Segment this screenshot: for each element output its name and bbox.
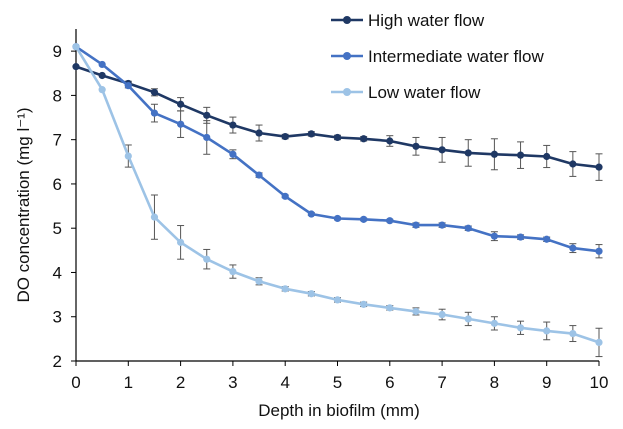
- x-tick-label: 9: [542, 373, 551, 392]
- x-tick-label: 10: [590, 373, 609, 392]
- data-point: [490, 319, 498, 327]
- data-point: [203, 111, 211, 119]
- y-tick-label: 3: [53, 308, 62, 327]
- data-point: [333, 214, 342, 223]
- data-point: [386, 137, 394, 145]
- data-point: [464, 224, 472, 232]
- data-point: [412, 307, 420, 316]
- data-point: [255, 277, 263, 285]
- data-point: [569, 160, 577, 168]
- data-point: [595, 247, 603, 255]
- data-point: [464, 315, 472, 323]
- y-axis-label: DO concentration (mg l⁻¹): [14, 107, 33, 302]
- data-point: [98, 60, 106, 69]
- x-tick-label: 1: [124, 373, 133, 392]
- legend-label: High water flow: [368, 11, 485, 30]
- legend-swatch-marker: [343, 52, 351, 60]
- data-point: [307, 210, 315, 218]
- data-point: [177, 100, 185, 108]
- data-point: [255, 129, 263, 137]
- data-point: [438, 146, 446, 154]
- data-point: [438, 221, 446, 229]
- data-point: [281, 192, 289, 200]
- legend-item: Low water flow: [331, 83, 481, 102]
- legend-label: Intermediate water flow: [368, 47, 544, 66]
- legend-label: Low water flow: [368, 83, 481, 102]
- data-point: [412, 221, 420, 229]
- data-point: [307, 130, 315, 138]
- data-point: [281, 285, 289, 293]
- data-point: [281, 132, 289, 141]
- data-point: [569, 244, 577, 252]
- legend-swatch-marker: [343, 88, 351, 96]
- data-point: [255, 171, 263, 179]
- x-tick-label: 4: [280, 373, 289, 392]
- data-point: [386, 304, 394, 312]
- axes: 0 1 2 3 4 5 6 7 8 9 10 2 3 4 5 6 7 8 9: [53, 29, 609, 392]
- data-point: [177, 238, 185, 246]
- data-point: [543, 235, 551, 243]
- data-point: [203, 133, 211, 142]
- data-point: [98, 86, 106, 94]
- series-layer: [72, 43, 603, 358]
- data-point: [150, 109, 159, 117]
- y-tick-label: 5: [53, 219, 62, 238]
- data-point: [150, 88, 159, 96]
- data-point: [229, 267, 237, 276]
- data-point: [516, 324, 525, 332]
- x-tick-label: 5: [333, 373, 342, 392]
- y-tick-label: 6: [53, 175, 62, 194]
- data-point: [333, 133, 342, 142]
- x-tick-label: 7: [437, 373, 446, 392]
- x-tick-label: 0: [71, 373, 80, 392]
- y-tick-label: 9: [53, 42, 62, 61]
- x-tick-label: 8: [490, 373, 499, 392]
- data-point: [98, 71, 106, 80]
- data-point: [333, 296, 342, 304]
- data-point: [124, 82, 132, 90]
- data-point: [490, 232, 498, 240]
- y-tick-label: 4: [53, 263, 62, 282]
- data-point: [360, 300, 368, 308]
- data-point: [516, 233, 525, 241]
- x-tick-label: 2: [176, 373, 185, 392]
- data-point: [543, 152, 551, 161]
- y-tick-label: 8: [53, 86, 62, 105]
- data-point: [595, 163, 603, 171]
- data-point: [360, 135, 368, 143]
- x-axis-label: Depth in biofilm (mm): [258, 401, 420, 420]
- legend-swatch-marker: [343, 16, 351, 24]
- data-point: [307, 290, 315, 298]
- x-tick-label: 6: [385, 373, 394, 392]
- data-point: [438, 310, 446, 319]
- data-point: [150, 213, 159, 221]
- y-tick-label: 2: [53, 352, 62, 371]
- data-point: [516, 151, 525, 159]
- data-point: [543, 327, 551, 335]
- data-point: [386, 217, 394, 225]
- data-point: [569, 329, 577, 338]
- data-point: [72, 63, 80, 71]
- series-2: [72, 43, 603, 259]
- data-point: [229, 150, 237, 158]
- data-point: [360, 215, 368, 223]
- y-axis-title: DO concentration (mg l⁻¹): [14, 107, 33, 302]
- data-point: [464, 149, 472, 157]
- data-point: [595, 338, 603, 347]
- data-point: [412, 142, 420, 150]
- legend-item: Intermediate water flow: [331, 47, 544, 66]
- data-point: [490, 150, 498, 158]
- data-point: [229, 121, 237, 129]
- data-point: [203, 255, 211, 263]
- data-point: [72, 43, 80, 51]
- data-point: [124, 152, 132, 160]
- series-3: [72, 43, 603, 358]
- legend-item: High water flow: [331, 11, 485, 30]
- data-point: [177, 120, 185, 128]
- y-tick-label: 7: [53, 131, 62, 150]
- x-tick-label: 3: [228, 373, 237, 392]
- legend: High water flow Intermediate water flow Lo…: [331, 11, 544, 102]
